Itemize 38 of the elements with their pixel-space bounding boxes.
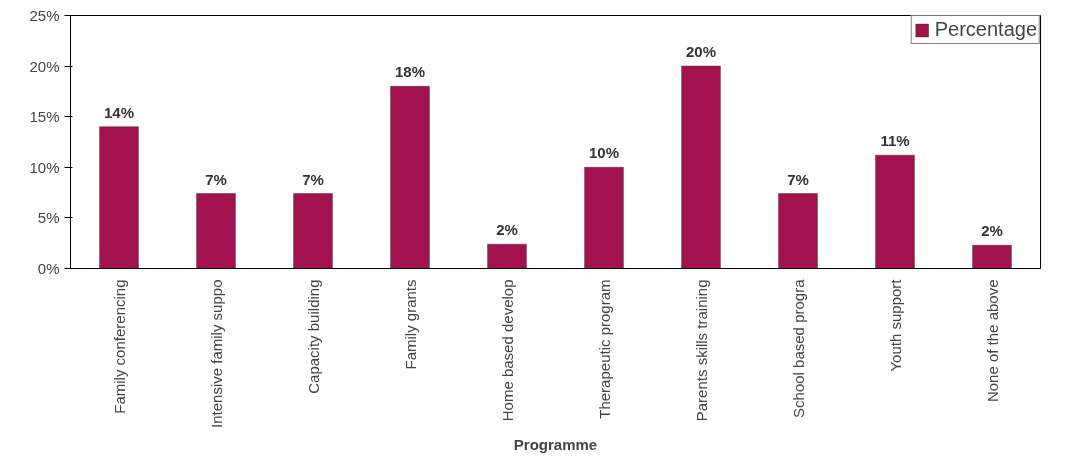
bar [293,193,333,269]
y-tick-label: 0% [37,260,60,277]
x-tick-label: Parents skills training [692,279,710,422]
y-tick-label: 15% [29,108,60,126]
bar [875,154,915,269]
data-label: 7% [302,170,324,188]
data-label: 10% [588,144,620,162]
data-label: 14% [103,103,135,121]
y-tick-label: 5% [37,209,60,227]
y-tick-label: 25% [29,7,60,24]
data-label: 2% [981,222,1003,240]
data-label: 7% [205,170,227,188]
data-label: 2% [496,221,518,239]
bar [972,244,1012,269]
x-tick-label: Youth support [886,278,904,372]
x-tick-label: Family grants [401,279,419,370]
x-tick-label: Family conferencing [110,279,128,414]
x-tick-label: Intensive family suppo [207,279,225,428]
x-axis-title: Programme [513,435,598,453]
x-tick-label: Home based develop [498,279,516,422]
legend-label: Percentage [934,18,1037,41]
x-tick-label: None of the above [983,279,1001,403]
data-label: 18% [394,63,426,81]
data-label: 11% [880,132,910,150]
bar [390,86,430,269]
y-tick-label: 10% [29,158,60,176]
x-tick-label: Therapeutic program [595,279,613,419]
bar [487,243,527,269]
bar [196,193,236,269]
x-tick-label: Capacity building [304,279,322,394]
bar [681,65,721,269]
bar [584,167,624,269]
data-label: 20% [685,43,717,61]
bar [99,126,139,269]
x-tick-label: School based progra [789,278,807,418]
data-label: 7% [787,170,809,188]
bar [778,193,818,269]
y-tick-label: 20% [29,57,60,75]
